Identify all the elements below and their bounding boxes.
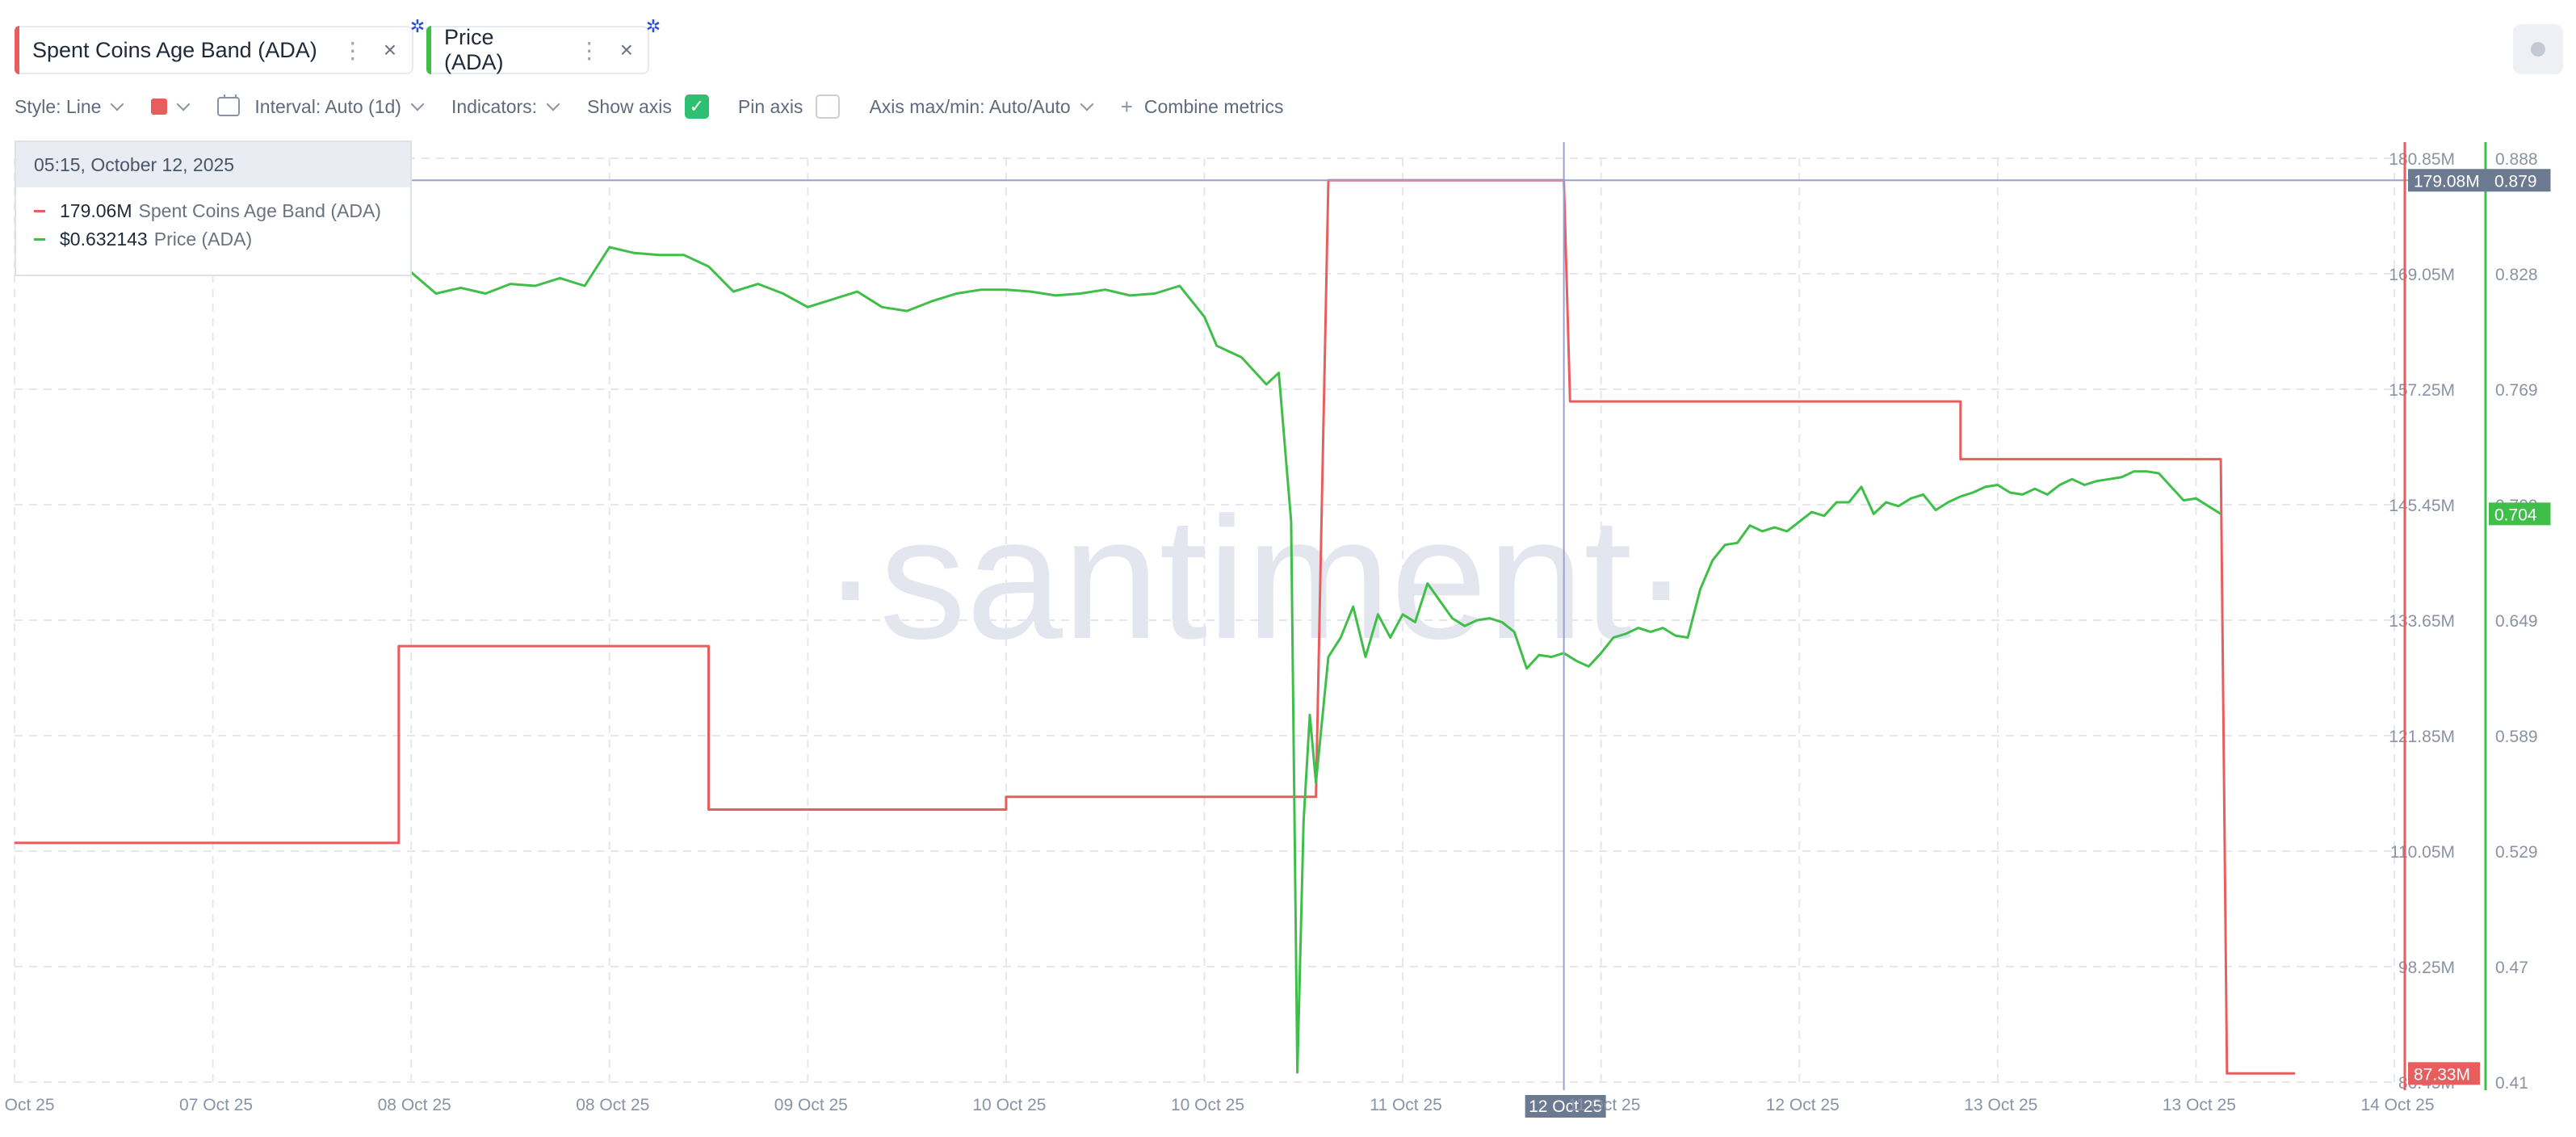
- x-tick-label: 14 Oct 25: [2360, 1096, 2434, 1114]
- circle-icon: [2531, 42, 2545, 57]
- value-tag-text: 0.879: [2494, 172, 2537, 191]
- more-options-icon[interactable]: ⋮: [577, 37, 601, 63]
- value-tag-text: 179.08M: [2414, 172, 2480, 191]
- show-axis-label: Show axis: [587, 95, 672, 117]
- y-left-tick-label: 145.45M: [2389, 497, 2455, 515]
- series-line: [237, 216, 2221, 1074]
- more-options-icon[interactable]: ⋮: [341, 37, 364, 63]
- y-right-tick-label: 0.589: [2495, 728, 2538, 746]
- tab-price[interactable]: Price (ADA) ⋮ × ✲: [426, 16, 661, 74]
- crosshair-left-value-tag: 179.08M: [2408, 169, 2490, 192]
- axes: 180.85M 0.888 169.05M 0.828 157.25M 0.769 145.…: [0, 142, 2551, 1114]
- y-right-tick-label: 0.529: [2495, 843, 2538, 862]
- settings-gear-icon[interactable]: ✲: [645, 16, 661, 36]
- series-color-line: [34, 238, 45, 241]
- pin-axis-label: Pin axis: [737, 95, 803, 117]
- series-color-bar: [426, 26, 431, 74]
- pin-axis-toggle[interactable]: Pin axis: [738, 94, 841, 119]
- show-axis-toggle[interactable]: Show axis ✓: [587, 94, 709, 119]
- x-tick-label: 08 Oct 25: [378, 1096, 451, 1114]
- settings-gear-icon[interactable]: ✲: [409, 16, 426, 36]
- tooltip-row: 179.06M Spent Coins Age Band (ADA): [16, 200, 410, 222]
- tooltip-value: 179.06M: [60, 200, 132, 221]
- crosshair-x-label: 12 Oct 25: [1525, 1095, 1606, 1118]
- y-left-tick-label: 133.65M: [2389, 612, 2455, 631]
- style-dropdown[interactable]: Style: Line: [15, 95, 124, 118]
- crosshair-right-value-tag: 0.879: [2489, 169, 2551, 192]
- x-tick-label: 13 Oct 25: [2163, 1096, 2236, 1114]
- hover-tooltip: 05:15, October 12, 2025 179.06M Spent Co…: [15, 141, 412, 276]
- calendar-icon: [217, 94, 241, 116]
- color-swatch: [151, 99, 168, 115]
- series-color-bar: [15, 26, 19, 74]
- interval-label: Interval: Auto (1d): [254, 95, 401, 117]
- x-tick-label: 09 Oct 25: [774, 1096, 848, 1114]
- y-right-tick-label: 0.769: [2495, 381, 2538, 400]
- series-layer: [15, 178, 2296, 1075]
- y-right-tick-label: 0.828: [2495, 266, 2538, 284]
- x-tick-label: 10 Oct 25: [1171, 1096, 1244, 1114]
- combine-metrics-label: Combine metrics: [1143, 95, 1284, 117]
- combine-metrics-button[interactable]: + Combine metrics: [1121, 94, 1284, 120]
- value-tag-bg: [2489, 502, 2551, 526]
- crosshair: 12 Oct 25: [15, 142, 2486, 1118]
- value-tag-text: 0.704: [2494, 506, 2537, 524]
- tooltip-row: $0.632143 Price (ADA): [16, 229, 410, 250]
- chart-toolbar: Style: Line Interval: Auto (1d) Indicato…: [15, 90, 1312, 123]
- x-tick-label: 10 Oct 25: [972, 1096, 1046, 1114]
- indicators-dropdown[interactable]: Indicators:: [451, 95, 560, 118]
- crosshair-x-label-bg: [1525, 1095, 1606, 1118]
- tooltip-date: 05:15, October 12, 2025: [16, 142, 410, 187]
- interval-dropdown[interactable]: Interval: Auto (1d): [217, 94, 425, 118]
- y-left-tick-label: 110.05M: [2390, 843, 2455, 862]
- y-right-tick-label: 0.888: [2495, 150, 2538, 169]
- pin-axis-checkbox[interactable]: [816, 94, 841, 119]
- x-tick-label: 07 Oct 25: [179, 1096, 253, 1114]
- x-tick-label: 11 Oct 25: [1370, 1096, 1442, 1114]
- plus-icon: +: [1120, 94, 1133, 119]
- close-icon[interactable]: ×: [619, 37, 633, 62]
- x-tick-label: 12 Oct 25: [1766, 1096, 1840, 1114]
- tooltip-series-name: Price (ADA): [153, 229, 253, 250]
- style-label: Style: Line: [15, 95, 102, 117]
- axis-maxmin-dropdown[interactable]: Axis max/min: Auto/Auto: [869, 95, 1094, 118]
- x-tick-label: 06 Oct 25: [0, 1096, 55, 1114]
- settings-circle-button[interactable]: [2513, 24, 2563, 74]
- x-tick-label: 08 Oct 25: [576, 1096, 649, 1114]
- y-right-tick-label: 0.47: [2495, 959, 2528, 977]
- tooltip-value: $0.632143: [60, 229, 148, 250]
- y-left-tick-label: 180.85M: [2389, 150, 2455, 169]
- value-tag-bg: [2408, 1062, 2480, 1085]
- tab-label: Spent Coins Age Band (ADA): [32, 37, 317, 62]
- close-icon[interactable]: ×: [383, 37, 397, 62]
- series-color-line: [34, 210, 45, 212]
- y-right-tick-label: 0.649: [2495, 612, 2538, 631]
- crosshair-x-label-text: 12 Oct 25: [1529, 1097, 1602, 1116]
- y-left-tick-label: 121.85M: [2389, 728, 2455, 746]
- color-dropdown[interactable]: [151, 97, 191, 115]
- y-left-tick-label: 169.05M: [2389, 266, 2455, 284]
- tab-label: Price (ADA): [444, 25, 504, 74]
- last-value-tag-left: 87.33M: [2408, 1062, 2480, 1085]
- value-tag-text: 87.33M: [2414, 1065, 2470, 1084]
- value-tag-bg: [2408, 169, 2490, 192]
- series-line: [15, 178, 2296, 1075]
- x-tick-label: 13 Oct 25: [1964, 1096, 2037, 1114]
- last-value-tag-right: 0.704: [2489, 502, 2551, 526]
- show-axis-checkbox[interactable]: ✓: [684, 94, 709, 119]
- x-tick-label: 11 Oct 25: [1568, 1096, 1641, 1114]
- tooltip-series-name: Spent Coins Age Band (ADA): [138, 200, 381, 221]
- axis-maxmin-label: Axis max/min: Auto/Auto: [869, 95, 1071, 117]
- indicators-label: Indicators:: [451, 95, 538, 117]
- y-left-tick-label: 157.25M: [2389, 381, 2455, 400]
- watermark: ·santiment·: [821, 480, 1689, 675]
- tab-spent-coins-age-band[interactable]: Spent Coins Age Band (ADA) ⋮ × ✲: [15, 16, 425, 74]
- y-right-tick-label: 0.41: [2495, 1074, 2528, 1093]
- y-left-tick-label: 98.25M: [2398, 959, 2455, 977]
- value-tag-bg: [2489, 169, 2551, 192]
